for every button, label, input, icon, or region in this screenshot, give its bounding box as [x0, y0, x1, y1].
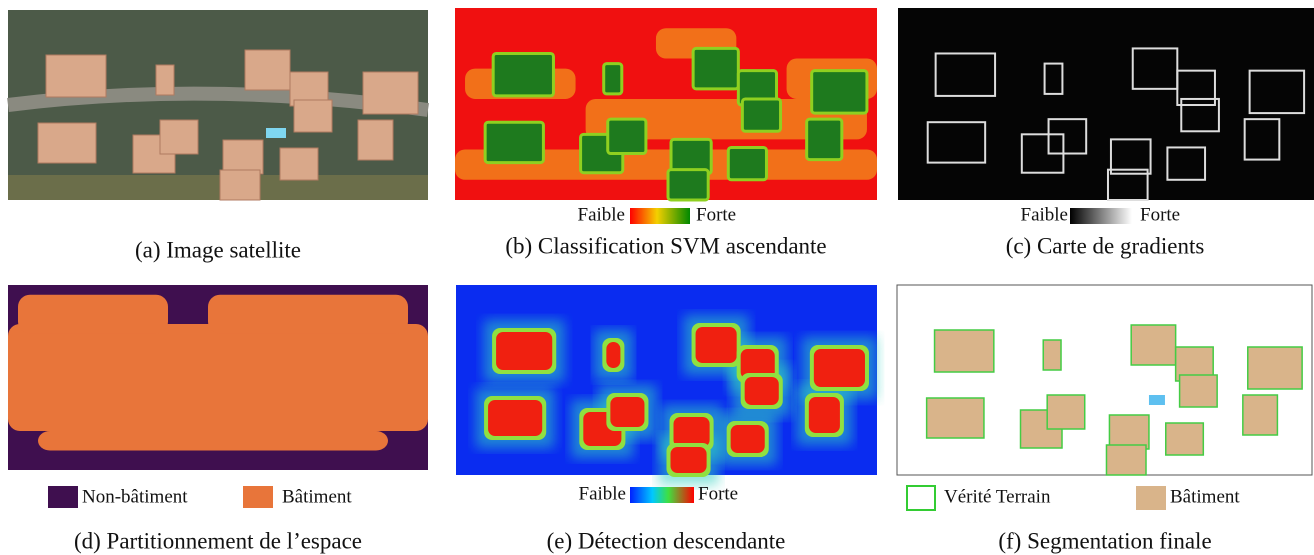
building [362, 71, 419, 115]
partition-image [8, 285, 428, 470]
legend-label: Non-bâtiment [82, 486, 188, 507]
building [740, 97, 783, 133]
building [602, 62, 624, 96]
caption: (d) Partitionnement de l’espace [74, 528, 362, 553]
detection-image [456, 285, 877, 485]
building [1130, 324, 1177, 366]
building [744, 377, 779, 405]
panel-background [898, 8, 1314, 200]
building [1248, 69, 1306, 115]
region [38, 431, 388, 451]
building [1043, 62, 1064, 95]
panel-background [896, 284, 1313, 476]
building [1047, 118, 1088, 155]
building [610, 397, 645, 427]
building [488, 400, 543, 436]
caption: (e) Détection descendante [547, 528, 786, 553]
building [1166, 146, 1207, 181]
building [293, 99, 333, 133]
building [925, 397, 985, 439]
building [219, 169, 261, 201]
building [1131, 47, 1179, 90]
legend-low: Faible [579, 483, 627, 504]
building [1042, 339, 1062, 371]
legend-gradient [630, 487, 694, 503]
building [808, 397, 840, 433]
legend-gradient [1070, 208, 1132, 224]
building [695, 327, 737, 363]
building [1243, 118, 1281, 161]
legend-label: Bâtiment [1170, 486, 1240, 507]
legend-swatch [48, 486, 78, 508]
legend-label: Bâtiment [282, 486, 352, 507]
satellite-image [7, 10, 429, 201]
building [726, 145, 768, 182]
legend-low: Faible [1021, 204, 1069, 225]
building [730, 425, 765, 453]
building [666, 168, 710, 202]
segmentation-image [896, 284, 1313, 476]
building [1105, 444, 1147, 476]
building [1176, 69, 1216, 107]
legend-swatch [906, 485, 936, 511]
building [45, 54, 107, 98]
building [1180, 97, 1220, 133]
region [18, 294, 168, 334]
legend-high: Forte [1140, 204, 1180, 225]
building [1109, 138, 1152, 175]
noise [585, 98, 867, 140]
building [155, 64, 175, 96]
legend-gradient [630, 208, 690, 224]
legend-low: Faible [578, 204, 626, 225]
building [37, 122, 97, 164]
building [491, 51, 555, 98]
building [1178, 374, 1218, 408]
noise [455, 149, 877, 180]
legend-high: Forte [696, 204, 736, 225]
building [740, 349, 775, 379]
building [813, 349, 865, 387]
building [670, 447, 707, 473]
building [1046, 394, 1086, 430]
legend-label: Vérité Terrain [944, 486, 1051, 507]
building [606, 117, 648, 156]
building [810, 69, 869, 115]
building [279, 147, 319, 181]
building [934, 52, 997, 97]
caption: (b) Classification SVM ascendante [505, 233, 826, 258]
building [159, 119, 199, 155]
legend-swatch [1136, 486, 1166, 510]
pool [1148, 395, 1165, 405]
building [1108, 414, 1150, 450]
building [805, 117, 844, 162]
building [691, 46, 740, 91]
building [483, 120, 545, 165]
building [673, 417, 710, 447]
building [1106, 168, 1149, 201]
region [208, 294, 408, 334]
building [496, 332, 553, 370]
pool [266, 128, 286, 138]
svm-classification-image [455, 8, 877, 202]
gradient-map-image [898, 8, 1314, 201]
caption: (c) Carte de gradients [1006, 233, 1205, 258]
building [606, 342, 621, 368]
caption: (f) Segmentation finale [998, 528, 1211, 553]
legend-high: Forte [698, 483, 738, 504]
legend-swatch [243, 486, 273, 508]
caption: (a) Image satellite [135, 237, 301, 262]
building [1247, 346, 1303, 390]
building [357, 119, 394, 161]
building [926, 121, 987, 164]
building [222, 139, 264, 175]
building [244, 49, 291, 91]
building [1242, 394, 1279, 436]
building [1165, 422, 1205, 456]
building [933, 329, 995, 373]
region [8, 323, 428, 432]
field [8, 175, 428, 200]
